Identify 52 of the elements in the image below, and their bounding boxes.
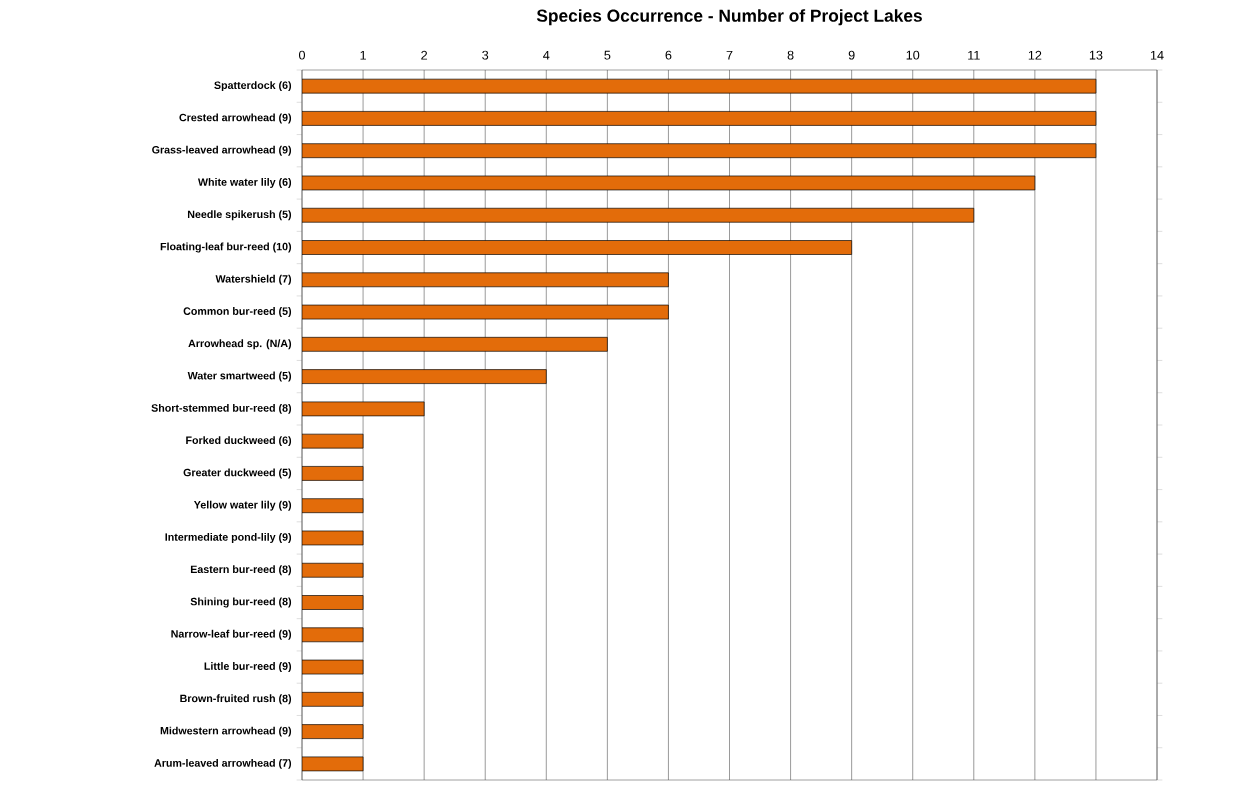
x-tick-label: 7 — [726, 50, 733, 60]
bar — [302, 240, 852, 255]
y-tick-label: Yellow water lily (9) — [193, 500, 292, 511]
bar — [302, 691, 364, 707]
bar — [302, 595, 364, 610]
y-tick-label: Grass-leaved arrowhead (9) — [152, 145, 292, 156]
y-tick-label: White water lily (6) — [197, 177, 292, 188]
y-tick-label: Shining bur-reed (8) — [190, 597, 292, 608]
y-tick-label: Arum-leaved arrowhead (7) — [154, 758, 292, 769]
chart-title: Species Occurrence - Number of Project Lakes — [536, 9, 922, 26]
bar — [302, 369, 547, 384]
y-tick-label: Water smartweed (5) — [187, 371, 292, 382]
y-tick-label: Short-stemmed bur-reed (8) — [151, 403, 292, 414]
bar — [302, 207, 975, 223]
bar — [302, 498, 364, 514]
y-tick-label: Watershield (7) — [215, 274, 292, 285]
bar — [302, 627, 364, 643]
x-tick-label: 14 — [1150, 50, 1164, 60]
y-tick-label: Floating-leaf bur-reed (10) — [160, 242, 292, 253]
x-tick-label: 2 — [421, 50, 428, 60]
y-tick-label: Eastern bur-reed (8) — [190, 565, 292, 576]
bar — [302, 111, 1097, 126]
bar — [302, 724, 364, 739]
y-tick-label: Midwestern arrowhead (9) — [160, 726, 292, 737]
y-tick-label: Needle spikerush (5) — [187, 210, 292, 221]
y-tick-label: Little bur-reed (9) — [204, 662, 292, 673]
bar — [302, 466, 364, 481]
x-tick-label: 1 — [360, 50, 366, 60]
x-tick-label: 12 — [1028, 50, 1042, 60]
x-tick-label: 3 — [482, 50, 489, 60]
bar — [302, 336, 608, 352]
x-tick-label: 11 — [968, 50, 980, 60]
x-tick-label: 8 — [787, 50, 794, 60]
y-tick-label: Greater duckweed (5) — [183, 468, 292, 479]
x-tick-label: 0 — [298, 50, 306, 60]
y-tick-label: Forked duckweed (6) — [186, 436, 292, 447]
y-tick-label: Intermediate pond-lily (9) — [165, 532, 292, 543]
y-tick-label: Narrow-leaf bur-reed (9) — [171, 629, 292, 640]
y-tick-label: Spatterdock (6) — [214, 81, 292, 92]
y-tick-label: Arrowhead sp. (N/A) — [188, 339, 292, 350]
x-tick-label: 10 — [906, 50, 920, 60]
x-tick-label: 4 — [543, 50, 550, 60]
bar — [302, 272, 669, 288]
x-tick-label: 6 — [665, 50, 672, 60]
y-tick-label: Crested arrowhead (9) — [179, 113, 292, 124]
y-tick-label: Common bur-reed (5) — [183, 307, 292, 318]
bar — [302, 562, 364, 578]
x-tick-label: 9 — [848, 50, 855, 60]
bar — [302, 143, 1097, 159]
x-tick-label: 13 — [1089, 50, 1103, 60]
x-tick-label: 5 — [604, 50, 611, 60]
y-tick-label: Brown-fruited rush (8) — [180, 694, 292, 705]
